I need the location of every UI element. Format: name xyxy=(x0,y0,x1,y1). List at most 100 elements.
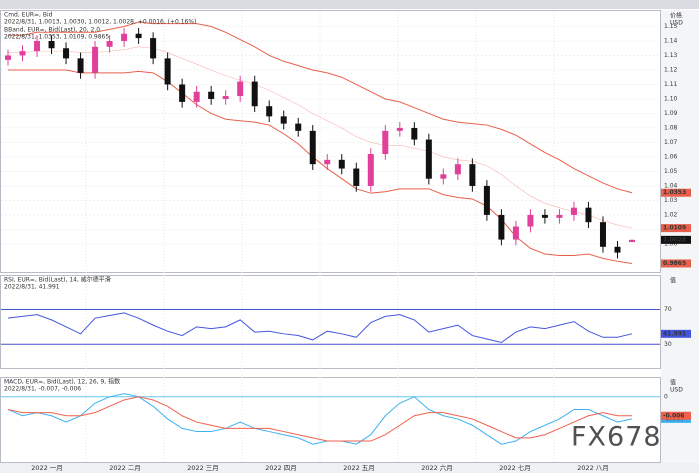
time-axis xyxy=(0,463,699,473)
candle-body xyxy=(440,174,447,179)
candle-body xyxy=(527,214,534,227)
x-tick-label: 2022 五月 xyxy=(343,464,375,472)
axis-label: 值 xyxy=(670,277,676,285)
y-tick-label: 1.02 xyxy=(664,211,678,218)
x-tick-label: 2022 一月 xyxy=(31,464,63,472)
axis-label: USD xyxy=(670,20,683,27)
y-tick-label: 1.14 xyxy=(664,37,678,44)
value-box xyxy=(661,329,691,338)
panel-title: RSI, EUR=, Bid(Last), 14, 威尔德平滑 xyxy=(4,276,111,284)
candle-body xyxy=(599,222,606,247)
y-tick-label: 1.05 xyxy=(664,168,678,175)
candle-body xyxy=(411,127,418,140)
y-tick-label: 30 xyxy=(664,341,672,348)
rsi-panel xyxy=(0,275,661,369)
axis-label: 价格 xyxy=(670,12,682,20)
bollinger-upper xyxy=(8,21,633,194)
x-tick-label: 2022 四月 xyxy=(265,464,297,472)
candle-body xyxy=(92,46,99,73)
panel-subtitle: 2022/8/31, 1.0013, 1.0030, 1.0012, 1.002… xyxy=(4,19,196,26)
candle-body xyxy=(324,159,331,165)
axis-label: 值 xyxy=(670,379,676,387)
bollinger-middle xyxy=(8,46,633,229)
y-tick-label: 70 xyxy=(664,306,672,313)
value-box-label: 1.0109 xyxy=(663,225,686,232)
y-tick-label: 1.11 xyxy=(664,81,678,88)
overlay-title: BBand, EUR=, Bid(Last), 20, 2.0 xyxy=(4,27,100,34)
axis-label: USD xyxy=(670,387,683,394)
candle-body xyxy=(193,91,200,102)
y-tick-label: 1.03 xyxy=(664,197,678,204)
indicator-line xyxy=(7,312,633,344)
candle-body xyxy=(570,207,577,215)
candle-body xyxy=(367,154,374,186)
candle-body xyxy=(150,38,157,59)
candle-body xyxy=(512,226,519,240)
x-tick-label: 2022 七月 xyxy=(499,463,531,472)
y-tick-label: 1.09 xyxy=(664,110,678,117)
value-box-label: 1.0028 xyxy=(663,236,686,243)
indicator-line xyxy=(7,396,632,442)
candle-body xyxy=(251,81,258,107)
panel-title: Cmd, EUR=, Bid xyxy=(4,12,53,19)
candle-body xyxy=(106,40,113,47)
value-box xyxy=(661,235,691,244)
candle-body xyxy=(469,164,476,186)
candle-body xyxy=(382,130,389,155)
bollinger-lower xyxy=(8,69,633,264)
candle-body xyxy=(541,214,548,218)
candle-body xyxy=(498,214,505,240)
candle-body xyxy=(5,55,11,60)
x-tick-label: 2022 二月 xyxy=(109,464,141,472)
y-tick-label: 1.10 xyxy=(664,95,678,102)
panel-subtitle: 2022/8/31, 41.991 xyxy=(4,284,60,291)
x-tick-label: 2022 六月 xyxy=(421,463,453,472)
value-box-label: -0.006 xyxy=(663,412,684,419)
value-box-label: 41.991 xyxy=(663,330,686,337)
candle-body xyxy=(48,40,55,49)
candle-body xyxy=(135,33,142,39)
y-tick-label: 1.15 xyxy=(664,23,678,30)
candle-body xyxy=(483,185,490,215)
candle-body xyxy=(280,116,287,124)
candle-body xyxy=(266,106,273,117)
value-box-label: 0.9865 xyxy=(663,260,686,267)
candle-body xyxy=(237,81,244,97)
panel-subtitle: 2022/8/31, -0.007, -0.006 xyxy=(4,386,81,393)
x-tick-label: 2022 三月 xyxy=(187,464,219,472)
y-tick-label: 1.12 xyxy=(664,66,678,73)
value-box-label: 1.0353 xyxy=(663,189,686,196)
candle-body xyxy=(556,214,563,218)
candle-body xyxy=(179,84,186,102)
candle-body xyxy=(222,96,229,99)
candle-body xyxy=(614,246,621,253)
top-bar xyxy=(0,0,699,9)
candle-body xyxy=(121,33,128,41)
y-tick-label: 1.04 xyxy=(664,182,678,189)
y-tick-label: 1.00 xyxy=(664,240,678,247)
watermark: FX678 xyxy=(571,422,662,453)
value-box xyxy=(661,411,691,420)
value-box xyxy=(661,259,691,268)
y-tick-label: 1.13 xyxy=(664,52,678,59)
y-tick-label: 1.06 xyxy=(664,153,678,160)
candle-body xyxy=(77,58,84,73)
candle-body xyxy=(396,127,403,131)
candle-body xyxy=(309,130,316,165)
candle-body xyxy=(34,40,41,52)
candle-body xyxy=(295,123,302,131)
y-tick-label: 0 xyxy=(664,393,668,400)
value-box xyxy=(661,224,691,233)
candle-body xyxy=(19,51,26,56)
candle-body xyxy=(629,239,635,243)
y-tick-label: 1.07 xyxy=(664,139,678,146)
candle-body xyxy=(208,91,215,99)
overlay-subtitle: 2022/8/31, 1.0353, 1.0109, 0.9865 xyxy=(4,34,109,41)
panel-title: MACD, EUR=, Bid(Last), 12, 26, 9, 指数 xyxy=(4,378,120,386)
macd-panel xyxy=(0,377,661,463)
candle-body xyxy=(454,164,461,175)
candle-body xyxy=(353,168,360,186)
candle-body xyxy=(425,139,432,179)
